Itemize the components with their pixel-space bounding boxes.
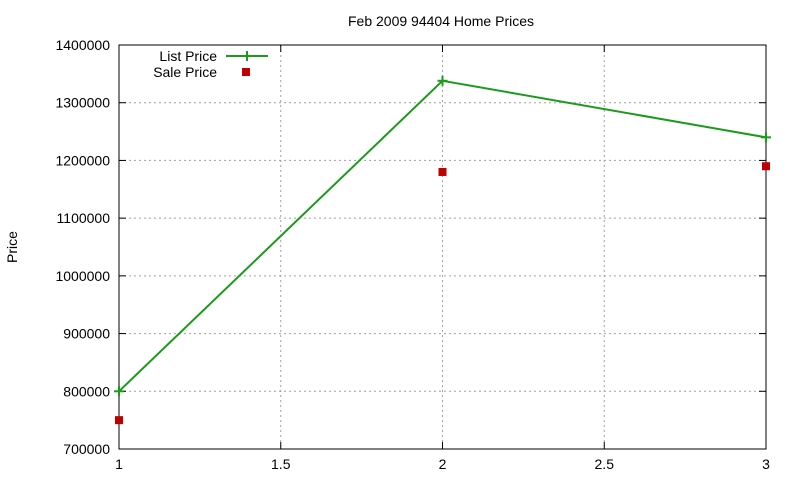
y-tick-label: 1400000: [55, 37, 110, 53]
sale-price-point: [438, 167, 447, 176]
x-tick-label: 2: [439, 456, 447, 472]
legend-label-sale-price: Sale Price: [153, 64, 217, 80]
legend-marker-sale-price: [242, 68, 250, 76]
series-list-price: [114, 75, 771, 397]
chart-title: Feb 2009 94404 Home Prices: [348, 13, 534, 29]
x-tick-label: 1.5: [271, 456, 291, 472]
y-tick-label: 1200000: [55, 152, 110, 168]
sale-price-point: [115, 416, 123, 425]
x-tick-label: 3: [762, 456, 770, 472]
y-tick-label: 900000: [63, 326, 110, 342]
legend-label-list-price: List Price: [159, 48, 217, 64]
axis-ticks: 700000 800000 900000 1000000 1100000 1200000 1…: [55, 37, 770, 472]
grid: [119, 45, 766, 449]
y-tick-label: 800000: [63, 383, 110, 399]
y-tick-label: 700000: [63, 441, 110, 457]
y-tick-label: 1000000: [55, 268, 110, 284]
series-sale-price: [115, 162, 770, 425]
y-axis-label: Price: [4, 231, 20, 263]
series-layer: [114, 75, 771, 425]
y-tick-label: 1100000: [57, 210, 111, 226]
sale-price-point: [762, 162, 770, 171]
x-tick-label: 2.5: [595, 456, 615, 472]
y-tick-label: 1300000: [55, 95, 110, 111]
x-tick-label: 1: [115, 456, 123, 472]
